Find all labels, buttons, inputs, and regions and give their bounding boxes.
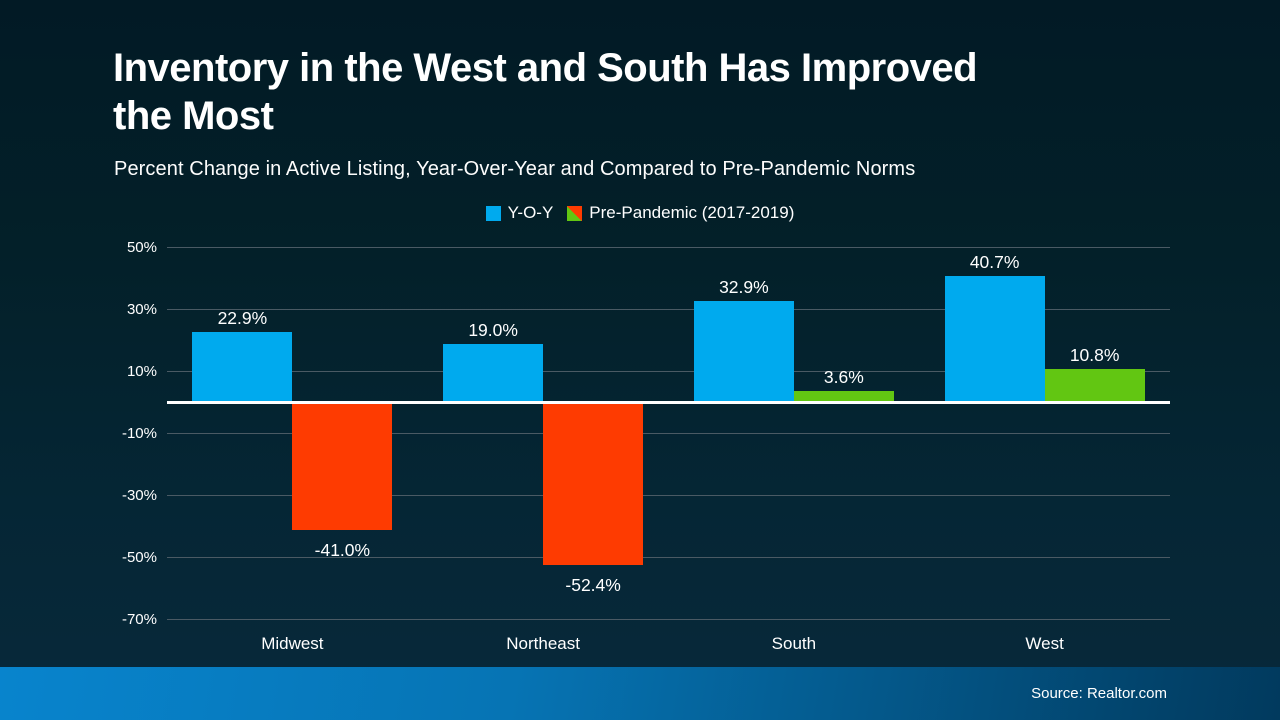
gridline <box>167 495 1170 496</box>
chart-legend: Y-O-Y Pre-Pandemic (2017-2019) <box>0 203 1280 223</box>
bar-prepandemic-midwest <box>292 402 393 530</box>
bar-value-label: -52.4% <box>565 574 621 595</box>
gridline <box>167 619 1170 620</box>
y-axis-tick-label: 30% <box>126 300 157 318</box>
y-axis-tick-label: -30% <box>121 486 157 504</box>
y-axis-tick-label: 10% <box>126 362 157 380</box>
gridline <box>167 557 1170 558</box>
bar-prepandemic-northeast <box>543 402 644 565</box>
legend-item-prepandemic: Pre-Pandemic (2017-2019) <box>567 203 794 223</box>
y-axis-tick-label: -50% <box>121 548 157 566</box>
x-axis-label-south: South <box>771 634 817 653</box>
page-title-line2: the Most <box>113 94 274 138</box>
x-axis-label-west: West <box>1025 634 1064 653</box>
gridline <box>167 309 1170 310</box>
legend-label-prepandemic: Pre-Pandemic (2017-2019) <box>589 203 795 222</box>
bar-value-label: 10.8% <box>1069 345 1120 366</box>
bar-yoy-midwest <box>192 331 293 403</box>
chart-subtitle: Percent Change in Active Listing, Year-O… <box>114 158 916 180</box>
y-axis-tick-label: -70% <box>121 610 157 628</box>
bar-value-label: 22.9% <box>217 307 268 328</box>
source-attribution: Source: Realtor.com <box>1031 685 1167 702</box>
footer-bar: Source: Realtor.com <box>0 667 1280 720</box>
page-title: Inventory in the West and South Has Impr… <box>113 44 978 140</box>
bar-yoy-northeast <box>443 343 544 403</box>
bar-value-label: 3.6% <box>823 367 864 388</box>
x-axis-label-midwest: Midwest <box>261 634 324 653</box>
x-axis-label-northeast: Northeast <box>506 634 580 653</box>
bar-value-label: 32.9% <box>719 276 769 297</box>
bar-yoy-west <box>944 276 1045 403</box>
legend-item-yoy: Y-O-Y <box>485 203 554 223</box>
bar-prepandemic-west <box>1044 369 1145 403</box>
y-axis-tick-label: -10% <box>121 424 157 442</box>
bar-value-label: -41.0% <box>314 539 371 560</box>
legend-label-yoy: Y-O-Y <box>507 203 554 222</box>
zero-baseline <box>167 401 1170 404</box>
yoy-legend-swatch-icon <box>485 205 501 221</box>
gridline <box>167 247 1170 248</box>
gridline <box>167 371 1170 372</box>
page-title-line1: Inventory in the West and South Has Impr… <box>113 46 978 90</box>
bar-prepandemic-south <box>793 391 894 403</box>
y-axis-tick-label: 50% <box>126 238 157 256</box>
bar-value-label: 19.0% <box>468 319 518 340</box>
prepandemic-legend-swatch-icon <box>567 205 583 221</box>
gridline <box>167 433 1170 434</box>
bar-yoy-south <box>693 300 794 403</box>
bar-value-label: 40.7% <box>969 252 1020 273</box>
